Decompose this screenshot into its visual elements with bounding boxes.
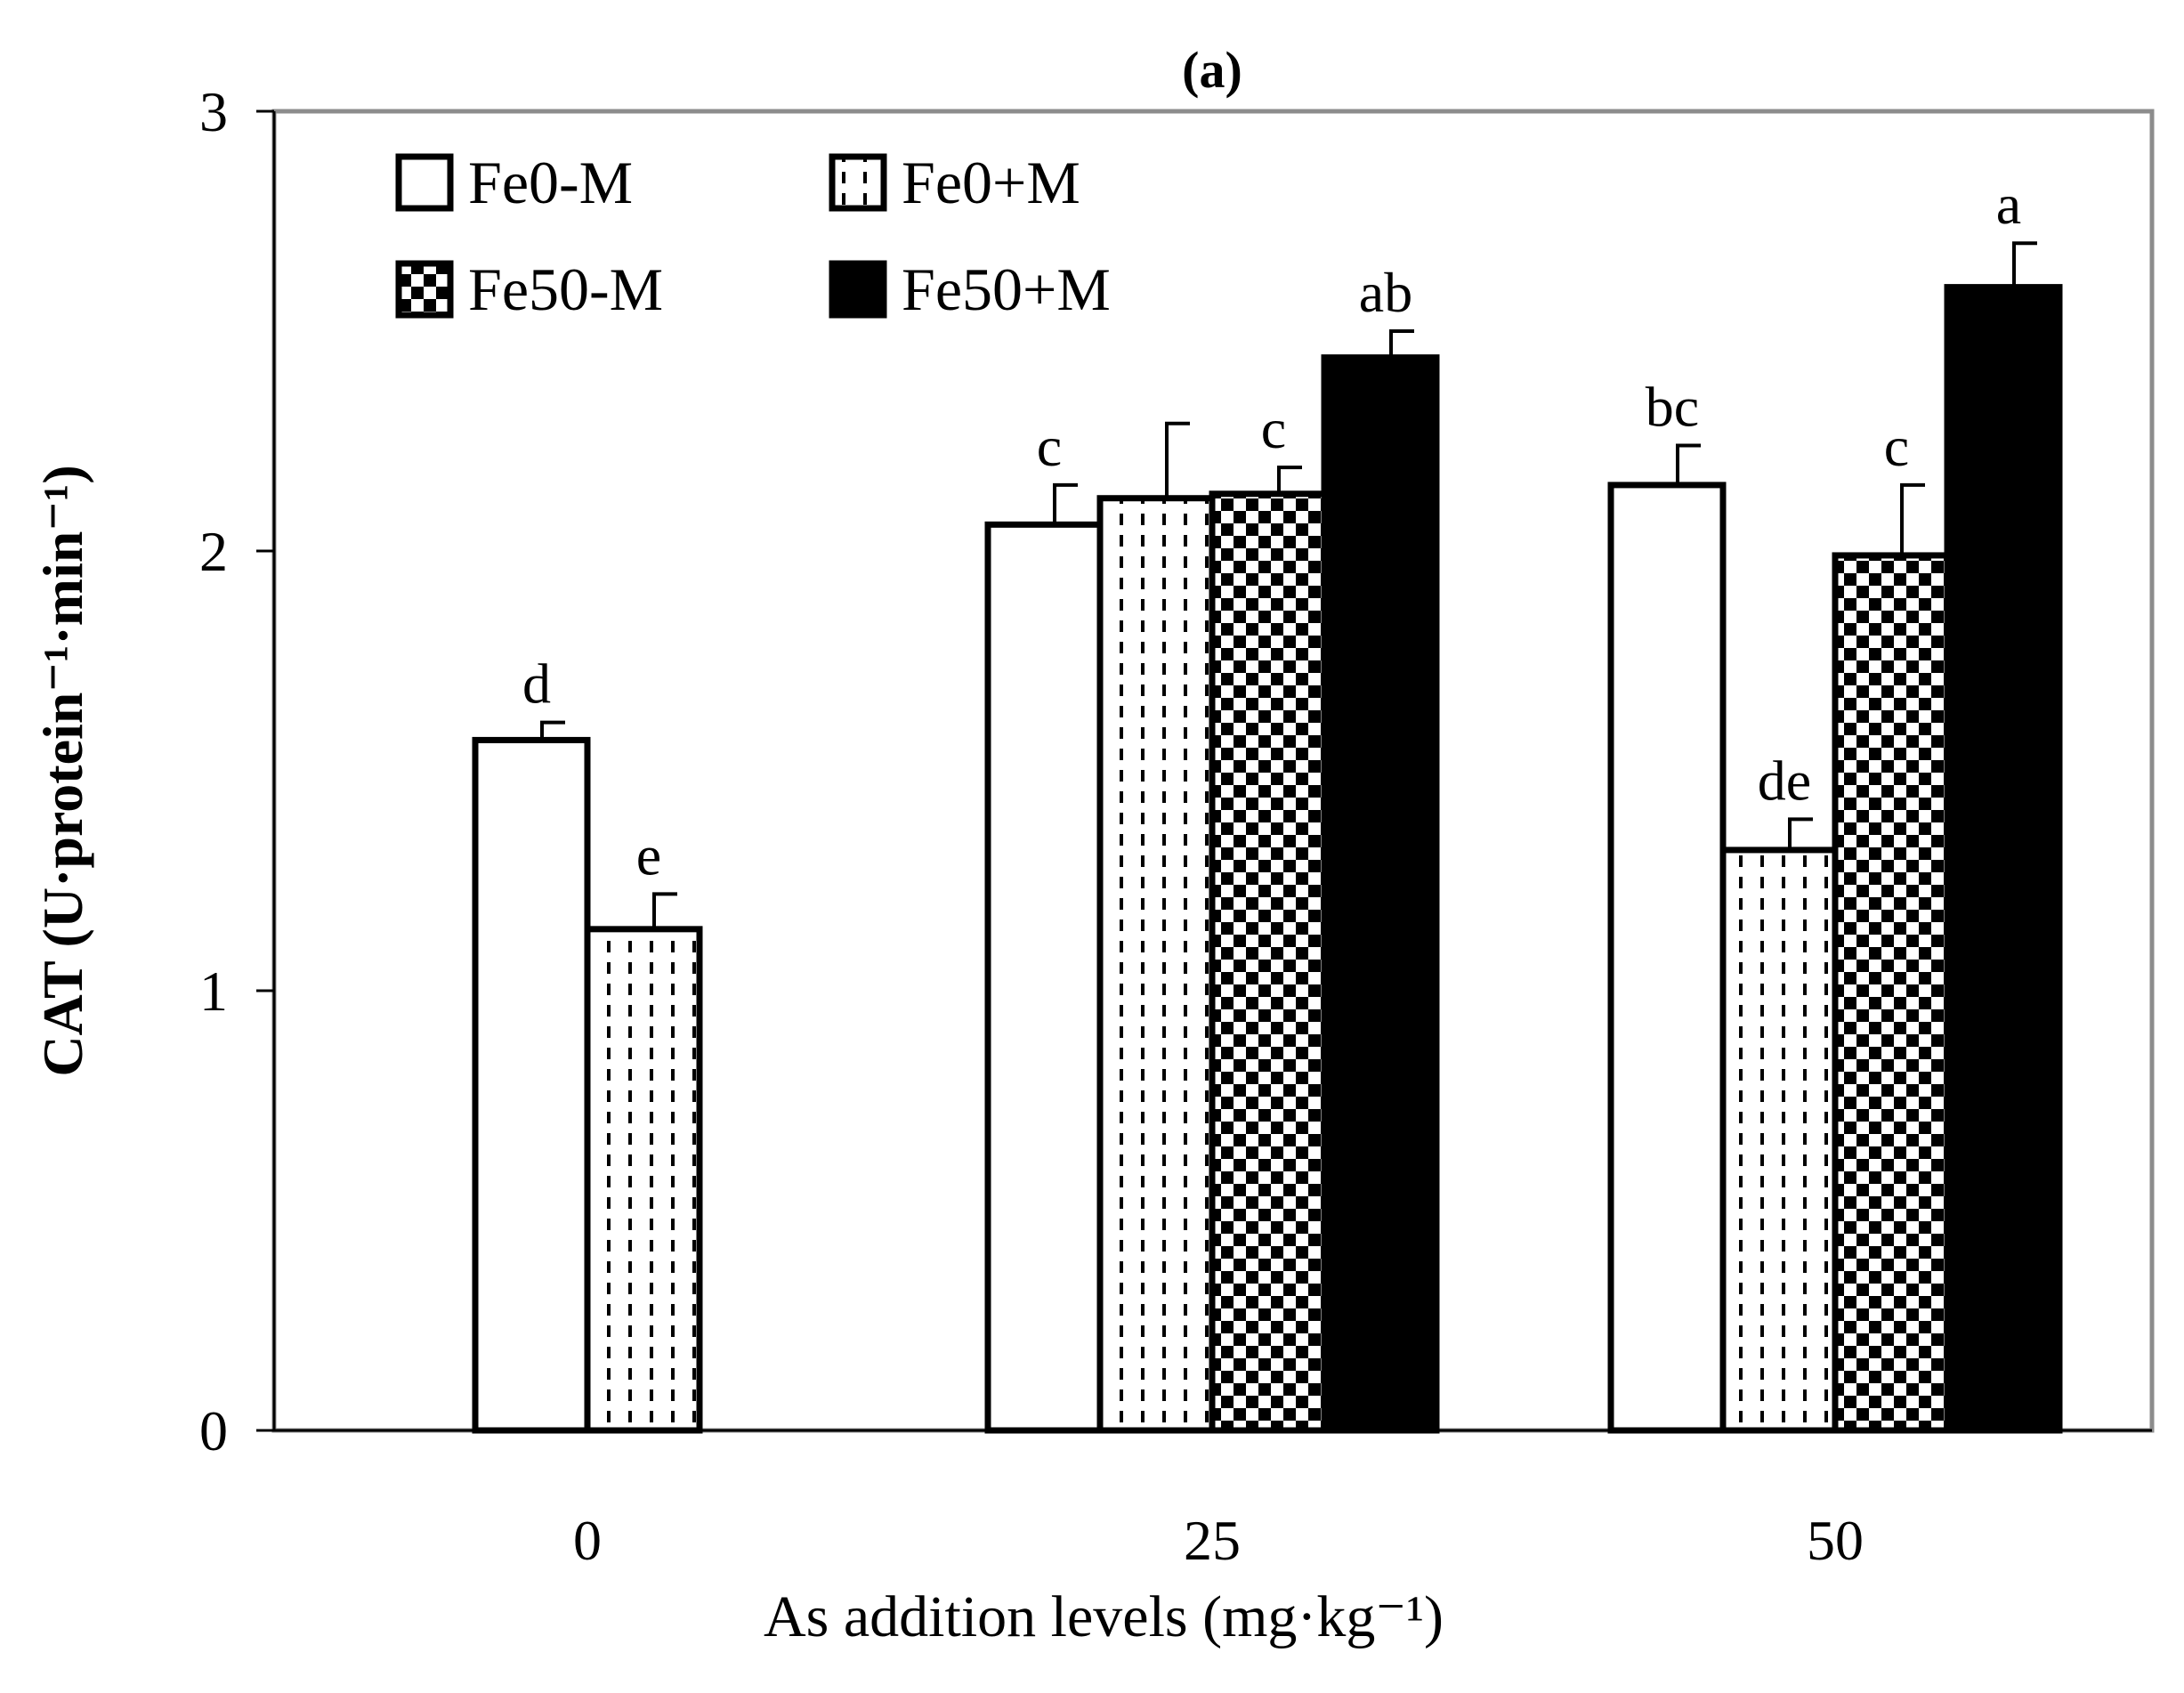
x-tick-label: 25 xyxy=(1184,1509,1241,1572)
bar xyxy=(1719,846,1839,1434)
significance-label: de xyxy=(1758,749,1811,812)
x-axis-ticks: 0 25 50 xyxy=(573,1509,1864,1572)
y-axis-title: CAT (U·protein⁻¹·min⁻¹) xyxy=(31,465,94,1076)
y-tick-label: 0 xyxy=(199,1399,228,1462)
legend-label: Fe0+M xyxy=(902,149,1080,216)
legend-swatch xyxy=(395,153,454,212)
bar xyxy=(984,521,1104,1434)
significance-label: c xyxy=(1261,397,1286,460)
legend-swatch xyxy=(829,153,887,212)
legend-swatch xyxy=(829,260,887,319)
bar xyxy=(1607,482,1727,1434)
bar xyxy=(1832,552,1951,1434)
x-tick-label: 0 xyxy=(573,1509,602,1572)
bar xyxy=(1209,490,1328,1434)
significance-label: a xyxy=(1996,173,2021,236)
x-tick-label: 50 xyxy=(1807,1509,1864,1572)
significance-label: bc xyxy=(1646,375,1699,438)
y-tick-label: 2 xyxy=(199,520,228,583)
bar xyxy=(472,736,591,1434)
bar xyxy=(1096,495,1216,1434)
y-tick-label: 3 xyxy=(199,80,228,143)
chart-title: (a) xyxy=(1182,41,1242,99)
legend-label: Fe50+M xyxy=(902,255,1111,323)
y-axis-ticks: 0 1 2 3 xyxy=(199,80,274,1462)
legend-label: Fe0-M xyxy=(468,149,633,216)
legend-swatch xyxy=(395,260,454,319)
y-tick-label: 1 xyxy=(199,960,228,1023)
significance-label: d xyxy=(522,652,551,716)
legend-label: Fe50-M xyxy=(468,255,663,323)
significance-label: c xyxy=(1884,415,1909,478)
bar xyxy=(584,926,703,1434)
significance-label: ab xyxy=(1359,261,1412,324)
x-axis-title: As addition levels (mg·kg⁻¹) xyxy=(764,1584,1444,1649)
bar xyxy=(1944,284,2063,1434)
legend: Fe0-M Fe0+M Fe50-M Fe50+M xyxy=(395,149,1111,323)
bar xyxy=(1321,354,1440,1434)
significance-label: c xyxy=(1037,415,1062,478)
significance-label: e xyxy=(636,823,661,887)
